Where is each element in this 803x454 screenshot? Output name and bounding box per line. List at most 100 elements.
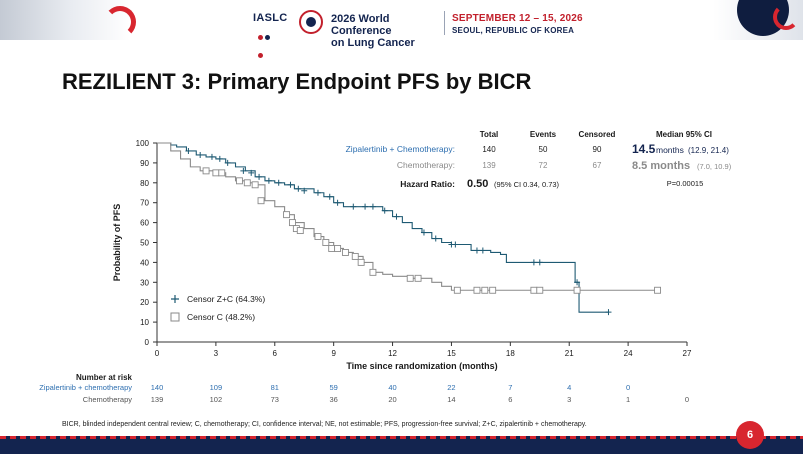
censor-mark-chemo: [202, 167, 210, 175]
y-tick-label: 90: [140, 159, 149, 168]
summary-censored-chemo: 67: [593, 161, 602, 170]
number-at-risk-title: Number at risk: [76, 373, 133, 382]
censor-mark-chemo: [322, 239, 330, 246]
conference-title: 2026 World Conference on Lung Cancer: [331, 13, 446, 49]
censor-mark-chemo: [341, 248, 349, 256]
risk-value-zc: 7: [508, 383, 512, 392]
censor-mark-zc: [185, 147, 192, 154]
censor-mark-zc: [479, 247, 486, 254]
y-tick-label: 0: [145, 338, 150, 347]
footer-bar: [0, 436, 803, 454]
censor-mark-chemo: [334, 245, 342, 252]
summary-median-chemo: 8.5 months: [632, 160, 690, 172]
legend-label-zc: Censor Z+C (64.3%): [187, 294, 265, 304]
x-tick-label: 21: [565, 349, 574, 358]
censor-mark-chemo: [218, 169, 226, 177]
summary-table: Total Events Censored Median 95% CI Zipalert…: [346, 130, 732, 190]
risk-value-chemo: 73: [271, 395, 279, 404]
x-tick-label: 9: [331, 349, 336, 358]
censor-mark-zc: [248, 169, 255, 176]
risk-row-label-chemo: Chemotherapy: [83, 395, 132, 404]
risk-value-chemo: 102: [210, 395, 223, 404]
y-tick-label: 80: [140, 179, 149, 188]
censor-mark-zc: [393, 213, 400, 220]
page-number-badge: 6: [736, 421, 764, 449]
censor-mark-chemo: [473, 286, 481, 294]
summary-row-label-zc: Zipalertinib + Chemotherapy:: [346, 144, 455, 154]
censor-mark-zc: [287, 181, 294, 188]
header-divider: [444, 11, 445, 35]
risk-value-chemo: 0: [685, 395, 689, 404]
summary-table-header: Median 95% CI: [656, 130, 712, 139]
censor-mark-zc: [197, 151, 204, 158]
x-tick-label: 0: [155, 349, 160, 358]
x-tick-label: 18: [506, 349, 515, 358]
x-tick-label: 3: [214, 349, 219, 358]
censor-mark-chemo: [351, 252, 359, 260]
risk-value-zc: 22: [447, 383, 455, 392]
censor-mark-zc: [275, 179, 282, 186]
risk-value-chemo: 36: [329, 395, 337, 404]
censor-mark-zc: [530, 259, 537, 266]
censor-mark-zc: [381, 207, 388, 214]
summary-events-zc: 50: [539, 145, 548, 154]
x-tick-label: 15: [447, 349, 456, 358]
censor-mark-zc: [224, 159, 231, 166]
y-tick-label: 60: [140, 219, 149, 228]
y-tick-label: 20: [140, 298, 149, 307]
y-tick-label: 100: [136, 139, 150, 148]
censor-mark-zc: [362, 203, 369, 210]
x-tick-label: 24: [624, 349, 633, 358]
y-tick-label: 40: [140, 258, 149, 267]
censor-mark-chemo: [328, 245, 336, 252]
hazard-ratio-ci: (95% CI 0.34, 0.73): [494, 180, 560, 189]
summary-ci-zc: (12.9, 21.4): [688, 146, 729, 155]
summary-events-chemo: 72: [539, 161, 548, 170]
censor-mark-zc: [432, 235, 439, 242]
risk-value-chemo: 1: [626, 395, 630, 404]
hazard-ratio-value: 0.50: [467, 178, 488, 190]
censor-mark-chemo: [414, 274, 422, 282]
censor-mark-chemo: [243, 179, 251, 187]
censor-mark-zc: [301, 187, 308, 194]
censor-mark-zc: [369, 203, 376, 210]
risk-value-zc: 4: [567, 383, 571, 392]
risk-row-label-zc: Zipalertinib + chemotherapy: [39, 383, 132, 392]
censor-mark-chemo: [536, 286, 544, 294]
censor-mark-chemo: [573, 286, 581, 294]
censor-mark-chemo: [314, 233, 322, 240]
censor-mark-zc: [452, 241, 459, 248]
header-decoration-left: [0, 0, 136, 40]
y-tick-label: 70: [140, 199, 149, 208]
org-logo: IASLC: [253, 12, 288, 24]
summary-ci-chemo: (7.0, 10.9): [697, 162, 732, 171]
slide-title: REZILIENT 3: Primary Endpoint PFS by BIC…: [62, 69, 532, 94]
conference-title-line2: on Lung Cancer: [331, 37, 415, 49]
chart-legend: Censor Z+C (64.3%) Censor C (48.2%): [170, 294, 265, 322]
y-tick-label: 30: [140, 278, 149, 287]
censor-mark-chemo: [288, 219, 296, 227]
censor-mark-chemo: [369, 268, 377, 276]
censor-mark-chemo: [251, 181, 259, 189]
y-axis-label: Probability of PFS: [112, 204, 122, 282]
footer-stripe: [0, 436, 803, 439]
conference-seal-icon: [299, 10, 323, 34]
header-decoration-right: [713, 0, 803, 40]
risk-value-zc: 81: [271, 383, 279, 392]
censor-mark-zc: [350, 203, 357, 210]
x-tick-label: 27: [683, 349, 692, 358]
censor-mark-chemo: [453, 286, 461, 294]
conference-date-range: SEPTEMBER 12 – 15, 2026: [452, 13, 583, 24]
censor-mark-chemo: [489, 286, 497, 294]
censor-mark-zc: [536, 259, 543, 266]
censor-mark-chemo: [257, 197, 265, 205]
censor-mark-zc: [216, 155, 223, 162]
censor-mark-chemo: [283, 211, 291, 219]
censor-mark-zc: [256, 173, 263, 180]
x-tick-label: 12: [388, 349, 397, 358]
censor-mark-zc: [334, 199, 341, 206]
censor-mark-zc: [295, 185, 302, 192]
censor-mark-zc: [265, 177, 272, 184]
summary-median-unit-zc: months: [656, 145, 684, 155]
